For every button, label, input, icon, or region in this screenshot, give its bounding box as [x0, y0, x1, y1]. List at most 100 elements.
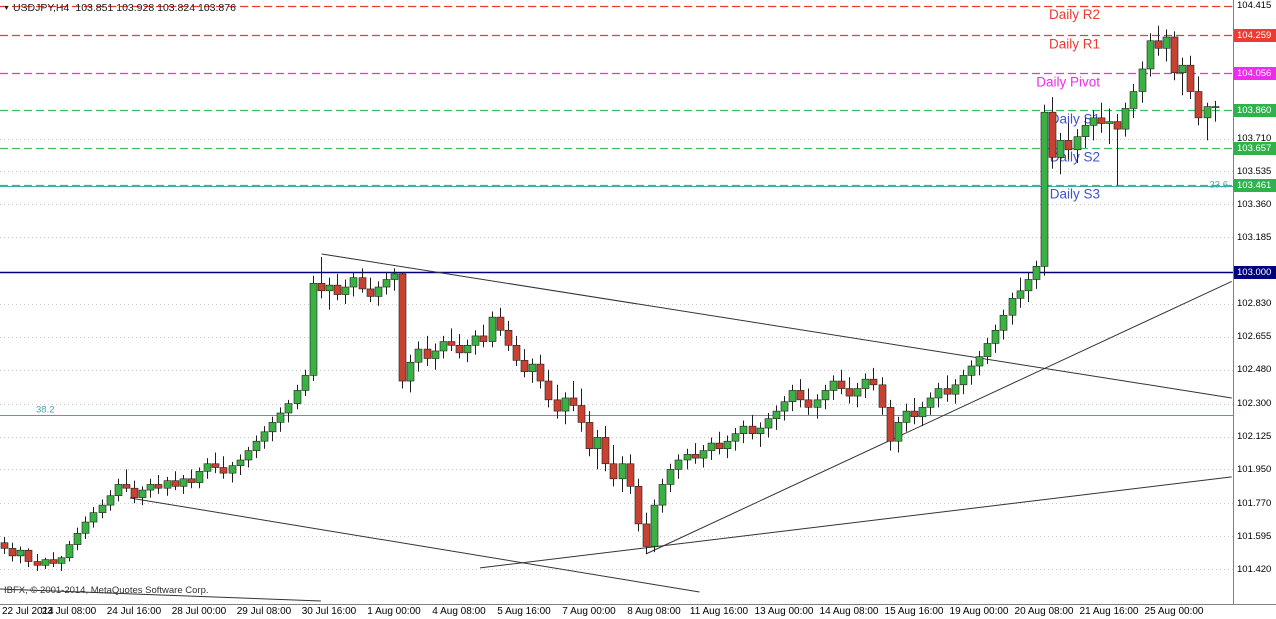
symbol-dropdown-icon[interactable]: ▼	[3, 5, 10, 12]
candle-body-up	[1040, 111, 1049, 267]
candle-body-down	[154, 484, 163, 489]
candle-body-down	[544, 380, 553, 401]
candle-body-down	[536, 363, 545, 382]
candle-body-down	[1097, 117, 1106, 124]
copyright-text: IBFX, © 2001-2014, MetaQuotes Software C…	[4, 585, 209, 596]
trendline-3[interactable]	[129, 497, 700, 593]
trendline-4[interactable]	[480, 476, 1232, 569]
y-axis-label: 102.655	[1237, 331, 1272, 343]
chart-title: ▼ USDJPY,H4 103.851 103.928 103.824 103.87…	[3, 2, 236, 14]
pivot-label-daily-pivot[interactable]: Daily Pivot	[1036, 74, 1100, 89]
pivot-label-daily-r1[interactable]: Daily R1	[1049, 36, 1100, 51]
trendline-1[interactable]	[321, 253, 1232, 399]
candle-body-up	[1203, 106, 1212, 119]
candle-body-down	[512, 345, 521, 361]
candle-body-up	[236, 459, 245, 466]
y-axis-label: 102.830	[1237, 298, 1272, 310]
x-axis-label: 8 Aug 08:00	[627, 606, 681, 617]
candle-body-up	[999, 314, 1008, 331]
y-axis-label: 101.595	[1237, 530, 1272, 542]
candle-body-up	[163, 480, 172, 489]
price-axis[interactable]: 104.415 104.259 104.056 103.860 103.710 103.6…	[1233, 0, 1276, 604]
pivot-label-daily-s1[interactable]: Daily S1	[1050, 111, 1100, 126]
candle-body-up	[707, 442, 716, 451]
candle-body-down	[122, 484, 131, 489]
candle-body-up	[260, 431, 269, 442]
candle-body-down	[8, 548, 17, 557]
fib-label-38.2[interactable]: 38.2	[36, 404, 55, 415]
x-axis-label: 24 Jul 16:00	[106, 606, 162, 617]
candle-body-down	[398, 273, 407, 382]
y-axis-label: 103.535	[1237, 165, 1272, 177]
candle-body-down	[33, 561, 42, 566]
candle-body-up	[284, 403, 293, 414]
candle-body-down	[943, 388, 952, 395]
fib-label-23.6[interactable]: 23.6	[1210, 179, 1229, 190]
candle-body-up	[902, 410, 911, 423]
chart-ohlc-quotes: 103.851 103.928 103.824 103.876	[75, 2, 236, 14]
candle-body-up	[1073, 136, 1082, 151]
candle-body-up	[650, 504, 659, 547]
candle-body-up	[309, 282, 318, 376]
candle-body-up	[1178, 64, 1187, 74]
trendline-5[interactable]	[0, 588, 321, 602]
candle-body-down	[1170, 36, 1179, 74]
candle-body-up	[1105, 121, 1114, 124]
chart-plot-area[interactable]: Daily R2 Daily R1 Daily Pivot Daily S1 Daily…	[0, 0, 1233, 604]
time-axis[interactable]: 22 Jul 2014 23 Jul 08:00 24 Jul 16:00 28 Ju…	[0, 604, 1276, 619]
candle-body-down	[0, 542, 9, 549]
candle-body-down	[609, 463, 618, 480]
trendline-2[interactable]	[645, 280, 1232, 555]
candle-body-up	[471, 335, 480, 346]
candle-body-up	[983, 343, 992, 357]
candle-body-up	[683, 454, 692, 461]
candle-body-up	[853, 388, 862, 397]
candle-body-up	[764, 418, 773, 429]
y-axis-price-badge: 104.056	[1234, 66, 1276, 80]
candle-body-up	[1138, 68, 1147, 92]
candle-body-down	[634, 486, 643, 525]
pivot-label-daily-r2[interactable]: Daily R2	[1049, 7, 1100, 22]
x-axis-label: 20 Aug 08:00	[1014, 606, 1074, 617]
candle-body-up	[739, 425, 748, 434]
candle-body-up	[244, 450, 253, 461]
candle-body-down	[553, 399, 562, 412]
y-axis-label: 104.415	[1237, 0, 1272, 12]
candle-body-down	[796, 390, 805, 401]
candle-body-down	[691, 454, 700, 459]
candle-body-up	[788, 390, 797, 403]
candle-body-down	[601, 437, 610, 465]
candle-body-down	[504, 329, 513, 346]
candle-body-up	[179, 478, 188, 487]
candle-body-up	[975, 356, 984, 367]
candle-body-up	[488, 316, 497, 342]
candle-body-up	[723, 440, 732, 450]
candle-body-up	[821, 390, 830, 401]
y-axis-label: 102.300	[1237, 398, 1272, 410]
candle-body-down	[171, 480, 180, 487]
candle-body-down	[1154, 40, 1163, 49]
candle-body-up	[959, 375, 968, 386]
candle-body-up	[829, 380, 838, 391]
pivot-label-daily-s3[interactable]: Daily S3	[1050, 186, 1100, 201]
chart-symbol-period: USDJPY,H4	[12, 2, 70, 14]
candle-body-up	[41, 559, 50, 566]
candle-body-up	[951, 384, 960, 395]
candle-body-up	[349, 277, 358, 288]
candle-body-up	[406, 361, 415, 382]
x-axis-label: 21 Aug 16:00	[1079, 606, 1139, 617]
candle-body-up	[780, 401, 789, 412]
x-axis-label: 1 Aug 00:00	[367, 606, 421, 617]
candle-body-down	[910, 410, 919, 418]
candle-body-up	[268, 422, 277, 433]
x-axis-label: 14 Aug 08:00	[819, 606, 879, 617]
candle-body-up	[528, 363, 537, 372]
candle-body-up	[439, 341, 448, 352]
candle-body-down	[520, 360, 529, 372]
candle-body-down	[642, 523, 651, 547]
candle-body-down	[1113, 121, 1122, 130]
candle-body-down	[715, 442, 724, 450]
candle-body-up	[106, 495, 115, 506]
y-axis-label: 103.360	[1237, 198, 1272, 210]
